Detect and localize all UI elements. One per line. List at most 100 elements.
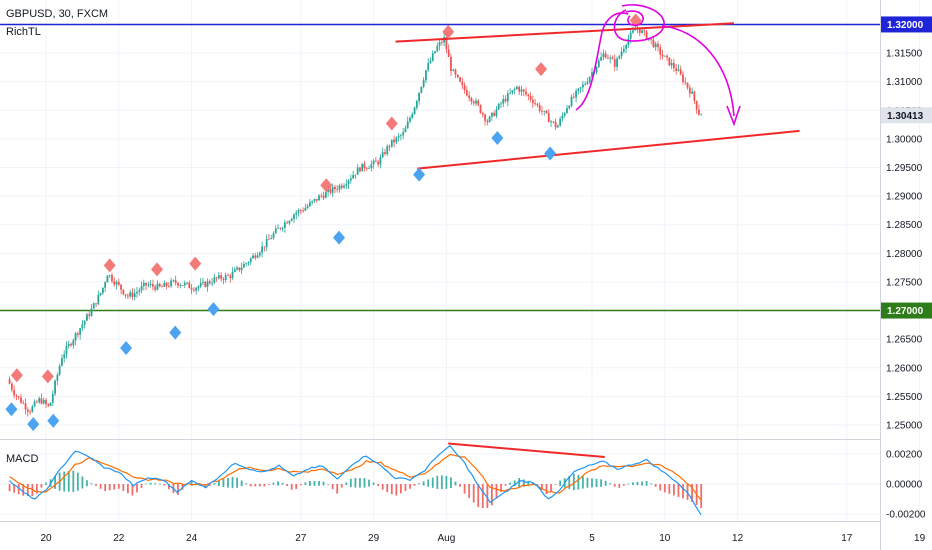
- candle-body: [652, 39, 655, 48]
- candle-body: [115, 281, 118, 285]
- macd-histogram-bar: [622, 484, 625, 486]
- macd-histogram-bar: [641, 481, 643, 486]
- macd-histogram-bar: [363, 478, 366, 488]
- candle-body: [604, 53, 607, 58]
- macd-histogram-bar: [636, 481, 639, 486]
- macd-histogram-bar: [673, 484, 675, 496]
- macd-histogram-bar: [390, 484, 393, 495]
- candle-body: [83, 320, 86, 325]
- candle-body: [329, 188, 332, 193]
- candle-body: [54, 380, 56, 394]
- hand-drawn-projection[interactable]: [575, 4, 741, 127]
- price-pane[interactable]: [0, 4, 880, 432]
- macd-histogram-bar: [76, 472, 79, 491]
- channel-upper-line[interactable]: [395, 22, 735, 43]
- candle-body: [677, 69, 680, 71]
- candle-body: [299, 210, 302, 211]
- projection-circle-outer[interactable]: [613, 4, 665, 42]
- time-axis[interactable]: 20 22 24 27 29 Aug 5 10 12 17 19: [40, 533, 925, 544]
- candle-body: [675, 68, 678, 71]
- candle-body: [620, 51, 623, 57]
- candle-body: [447, 49, 450, 58]
- candle-body: [538, 104, 541, 111]
- candle-body: [550, 121, 552, 123]
- macd-histogram-bar: [572, 473, 575, 491]
- macd-histogram-bar: [440, 475, 443, 490]
- candle-body: [584, 83, 587, 85]
- macd-histogram-bar: [22, 484, 25, 496]
- candle-body: [377, 161, 380, 165]
- candle-body: [356, 167, 359, 175]
- pivot-high-marker: [320, 178, 333, 193]
- horizontal-levels[interactable]: [0, 23, 880, 312]
- candle-body: [529, 95, 532, 100]
- time-tick-label: 22: [113, 533, 125, 544]
- macd-histogram-bar: [668, 484, 671, 494]
- macd-histogram-bar: [513, 480, 516, 487]
- candle-body: [297, 210, 300, 213]
- candle-body: [450, 57, 452, 72]
- time-tick-label: 5: [589, 533, 595, 544]
- channel-lines[interactable]: [395, 22, 800, 170]
- channel-lower-line[interactable]: [417, 129, 800, 170]
- candle-body: [236, 267, 238, 270]
- candle-body: [256, 255, 259, 258]
- projection-curve-down[interactable]: [661, 25, 735, 117]
- candle-body: [556, 125, 559, 128]
- candle-body: [536, 103, 539, 105]
- candle-body: [331, 186, 334, 193]
- macd-histogram-bar: [127, 484, 129, 494]
- pivot-low-marker: [544, 146, 557, 161]
- macd-axis[interactable]: 0.00200 0.00000 -0.00200: [886, 450, 926, 521]
- candle-body: [477, 100, 480, 105]
- candle-body: [163, 282, 166, 287]
- candle-body: [673, 63, 675, 69]
- macd-histogram-bar: [682, 484, 684, 499]
- candle-body: [688, 87, 691, 94]
- candle-body: [645, 31, 648, 40]
- candle-body: [279, 227, 282, 229]
- macd-histogram-bar: [536, 484, 539, 486]
- candle-body: [579, 87, 582, 89]
- macd-histogram-bar: [377, 484, 380, 487]
- macd-pane[interactable]: [8, 442, 703, 516]
- candle-body: [47, 404, 50, 406]
- macd-signal-line: [9, 453, 702, 501]
- macd-histogram-bar: [582, 476, 584, 489]
- candle-body: [493, 112, 496, 116]
- macd-histogram-bar: [550, 484, 552, 492]
- candle-body: [361, 163, 364, 172]
- projection-curve-up[interactable]: [575, 12, 629, 111]
- candle-body: [31, 406, 34, 412]
- macd-histogram-bar: [163, 484, 166, 486]
- price-axis[interactable]: 1.320001.315001.310001.305001.300001.295…: [886, 20, 923, 432]
- macd-histogram-bar: [309, 481, 311, 486]
- candle-body: [211, 282, 213, 284]
- candle-body: [199, 282, 202, 287]
- candle-body: [525, 91, 527, 95]
- macd-histogram-bar: [299, 484, 302, 486]
- candle-body: [158, 283, 161, 287]
- macd-histogram-bar: [322, 481, 325, 486]
- candle-body: [145, 282, 147, 286]
- pivot-high-marker: [442, 24, 455, 39]
- projection-circle-inner[interactable]: [625, 10, 644, 27]
- candle-body: [359, 167, 361, 172]
- candle-body: [79, 328, 82, 335]
- candle-body: [179, 285, 182, 286]
- candle-body: [500, 103, 502, 105]
- candle-body: [99, 293, 102, 295]
- macd-histogram-bar: [26, 484, 29, 496]
- current-price-badge-box: [881, 107, 932, 124]
- projection-arrow-head[interactable]: [726, 105, 741, 127]
- candle-body: [22, 402, 25, 404]
- divergence-line[interactable]: [448, 442, 605, 458]
- candle-body: [249, 258, 252, 263]
- macd-histogram-bar: [231, 477, 234, 489]
- candle-body: [95, 303, 97, 305]
- candle-body: [70, 343, 72, 346]
- candle-body: [161, 286, 163, 288]
- candle-body: [283, 222, 286, 228]
- candle-body: [88, 314, 91, 316]
